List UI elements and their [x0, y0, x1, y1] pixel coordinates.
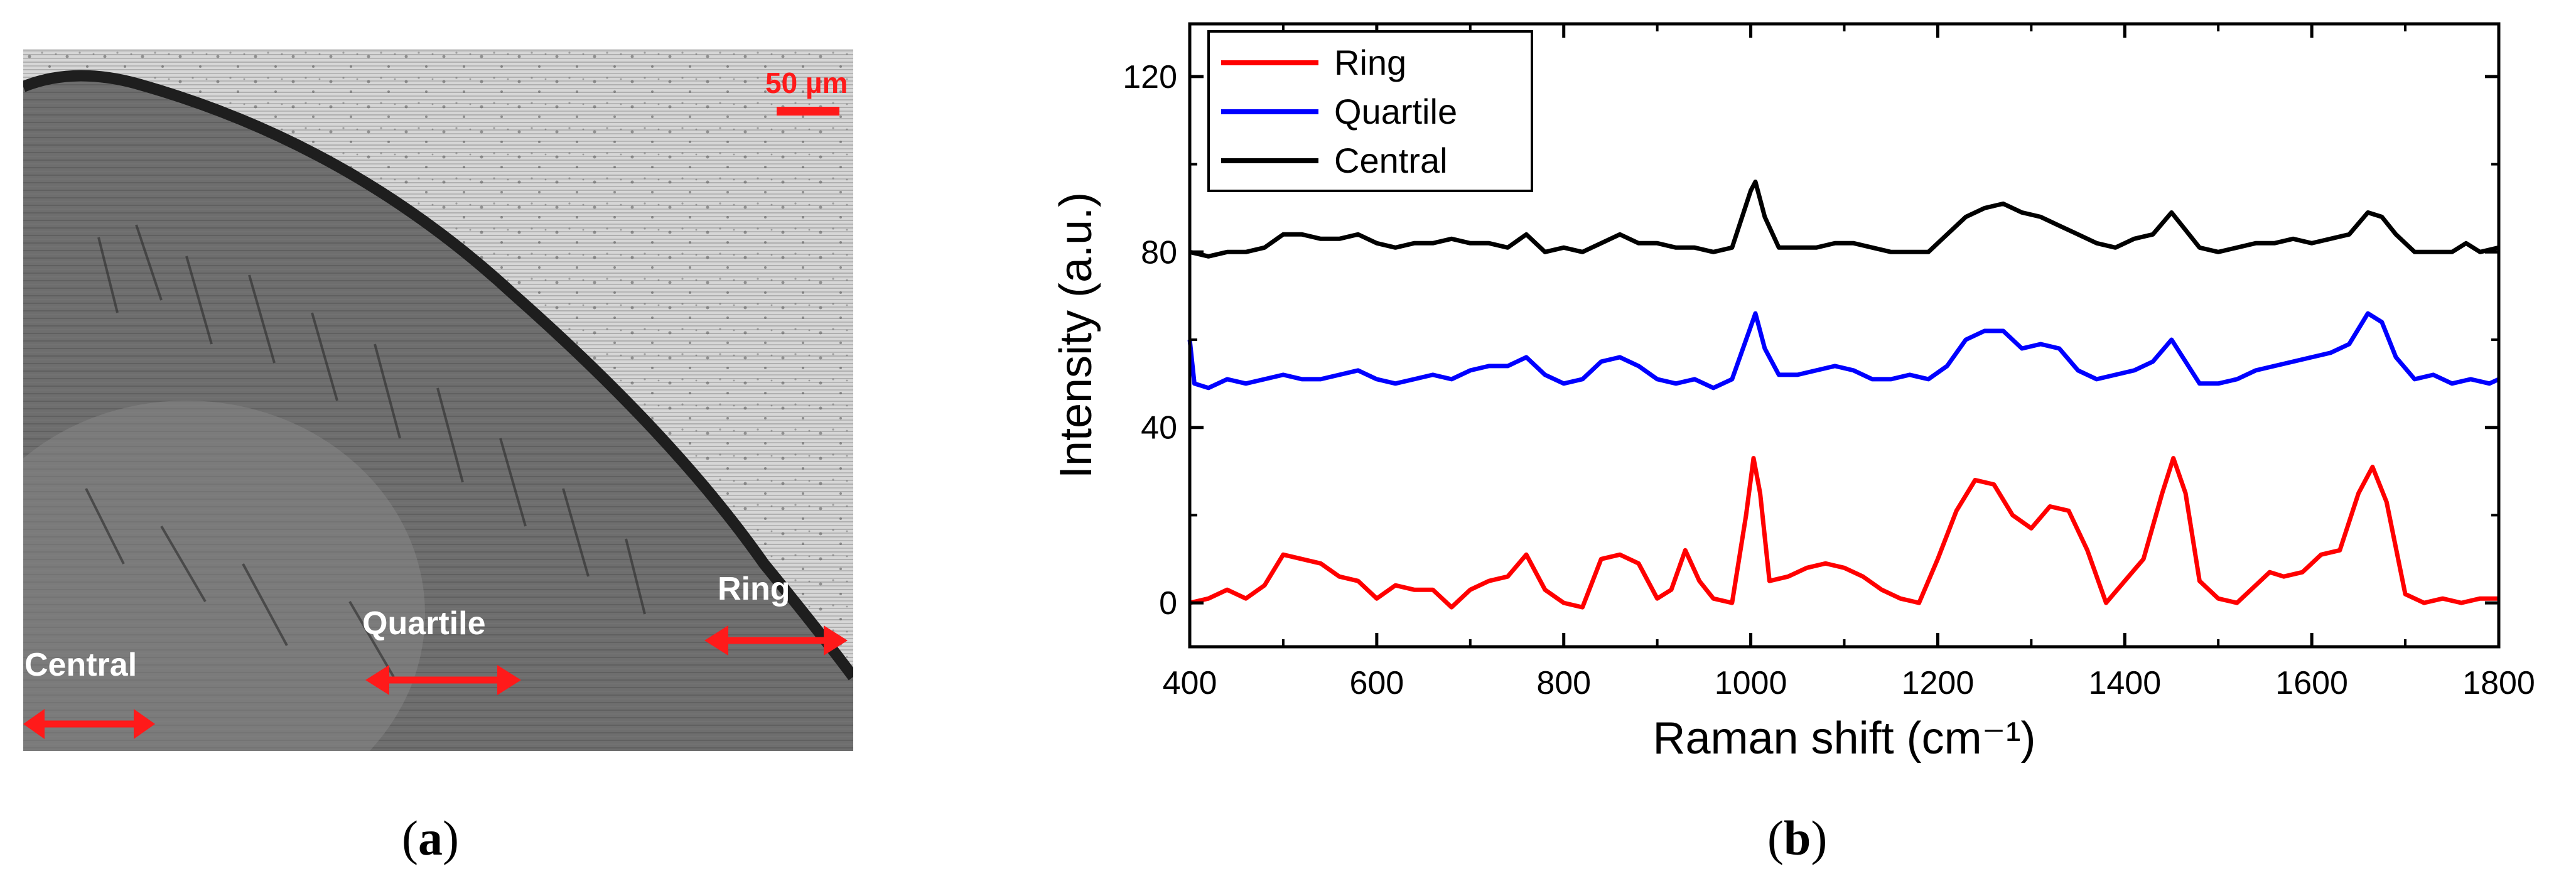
ring-edge	[23, 70, 853, 681]
scale-bar	[777, 107, 839, 116]
x-tick-label-400: 400	[1163, 665, 1217, 701]
x-tick-label-1200: 1200	[1902, 665, 1975, 701]
raman-chart: 400 600 800 1000 1200 1400 1600 1800 0 40 80 120 Ram…	[1051, 22, 2535, 764]
x-tick-label-1800: 1800	[2462, 665, 2535, 701]
x-tick-label-1600: 1600	[2275, 665, 2348, 701]
x-axis-label: Raman shift (cm⁻¹)	[1652, 713, 2035, 764]
series-line-central	[1189, 180, 2499, 259]
panel-b-label: (b)	[1767, 811, 1828, 865]
ring-arrow	[704, 625, 848, 656]
quartile-arrow	[365, 665, 521, 695]
x-tick-label-800: 800	[1536, 665, 1591, 701]
y-tick-label-40: 40	[1141, 410, 1177, 446]
legend-label-central: Central	[1334, 141, 1448, 180]
ring-label: Ring	[718, 571, 790, 607]
x-tick-label-1400: 1400	[2088, 665, 2161, 701]
panel-a-label: (a)	[402, 811, 459, 865]
micrograph-image: 50 µm Ring Quartile Central	[23, 49, 853, 751]
y-tick-label-0: 0	[1159, 585, 1177, 622]
y-axis-label: Intensity (a.u.)	[1051, 192, 1101, 478]
dendrite-texture	[85, 224, 646, 678]
y-tick-label-80: 80	[1141, 234, 1177, 271]
legend-label-ring: Ring	[1334, 43, 1406, 82]
central-region	[23, 401, 425, 751]
x-tick-label-1000: 1000	[1715, 665, 1787, 701]
series-line-quartile	[1187, 311, 2500, 391]
scale-bar-label: 50 µm	[765, 67, 848, 99]
legend-label-quartile: Quartile	[1334, 92, 1457, 131]
quartile-label: Quartile	[362, 605, 486, 642]
y-tick-label-120: 120	[1123, 59, 1177, 95]
x-tick-label-600: 600	[1349, 665, 1404, 701]
series-line-ring	[1189, 456, 2499, 610]
central-arrow	[23, 709, 155, 739]
central-label: Central	[24, 647, 137, 683]
